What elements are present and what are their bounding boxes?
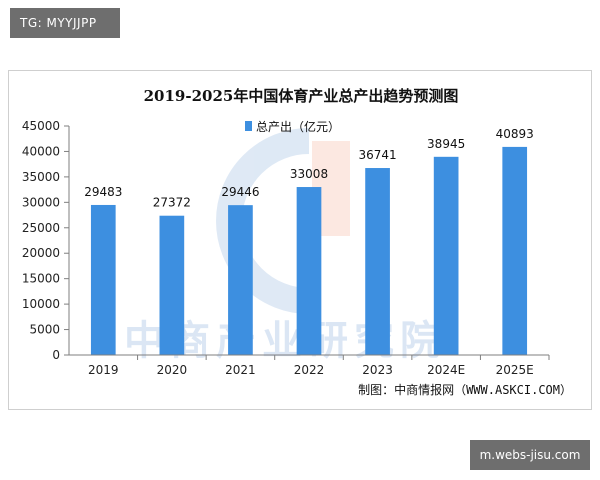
data-label: 29446: [221, 185, 259, 199]
bar: [502, 146, 528, 355]
bars: 29483 27372 29446 33008 36741 38945 40893: [84, 127, 534, 355]
data-label: 27372: [153, 196, 191, 210]
source-note: 制图：中商情报网（WWW.ASKCI.COM）: [358, 382, 572, 397]
x-tick-label: 2023: [362, 363, 393, 377]
y-tick-label: 10000: [22, 297, 60, 311]
x-tick-label: 2022: [294, 363, 325, 377]
chart-title: 2019-2025年中国体育产业总产出趋势预测图: [144, 87, 459, 105]
y-tick-label: 35000: [22, 170, 60, 184]
y-axis: 0 5000 10000 15000 20000 25000 30000 35000 40000…: [22, 119, 70, 362]
legend: 总产出（亿元）: [245, 119, 340, 134]
data-label: 40893: [496, 127, 534, 141]
x-axis: 2019 2020 2021 2022 2023 2024E 2025E: [69, 354, 550, 377]
data-label: 33008: [290, 167, 328, 181]
y-tick-label: 20000: [22, 246, 60, 260]
bar: [90, 204, 116, 355]
bar: [159, 215, 185, 355]
y-tick-label: 0: [52, 348, 60, 362]
bottom-watermark-tag: m.webs-jisu.com: [470, 440, 590, 470]
y-tick-label: 30000: [22, 195, 60, 209]
data-label: 36741: [358, 148, 396, 162]
bar: [296, 187, 322, 355]
data-label: 38945: [427, 137, 465, 151]
x-tick-label: 2025E: [496, 363, 534, 377]
y-tick-label: 25000: [22, 221, 60, 235]
y-tick-label: 40000: [22, 144, 60, 158]
bar: [228, 205, 253, 355]
bar-chart: 中商产业研究院 2019-2025年中国体育产业总产出趋势预测图 总产出（亿元）…: [22, 87, 572, 397]
bar: [365, 168, 390, 355]
data-label: 29483: [84, 185, 122, 199]
x-tick-label: 2020: [157, 363, 188, 377]
y-tick-label: 45000: [22, 119, 60, 133]
legend-label: 总产出（亿元）: [256, 119, 340, 134]
y-tick-label: 15000: [22, 272, 60, 286]
bar: [433, 156, 459, 355]
chart-frame: 中商产业研究院 2019-2025年中国体育产业总产出趋势预测图 总产出（亿元）…: [8, 70, 592, 410]
top-watermark-tag: TG: MYYJJPP: [10, 8, 120, 38]
x-tick-label: 2021: [225, 363, 256, 377]
legend-swatch: [245, 121, 252, 131]
x-tick-label: 2019: [88, 363, 119, 377]
y-tick-label: 5000: [29, 323, 60, 337]
x-tick-label: 2024E: [427, 363, 465, 377]
